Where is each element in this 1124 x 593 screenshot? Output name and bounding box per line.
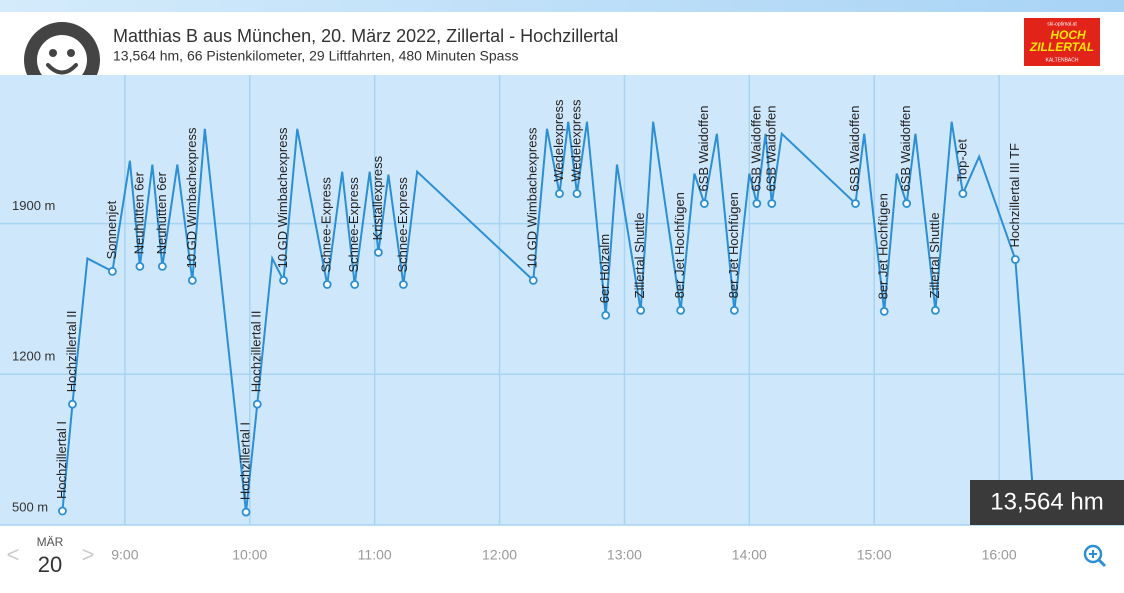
summary-box — [970, 480, 1124, 525]
y-tick-label: 500 m — [12, 499, 48, 514]
lift-marker — [398, 280, 408, 289]
lift-marker — [958, 189, 968, 199]
logo: ski-optimal.at HOCH ZILLERTAL KALTENBACH — [1024, 18, 1100, 66]
lift-label: Top-Jet — [954, 139, 969, 182]
prev-day[interactable]: < — [7, 542, 20, 567]
lift-label: 8er Jet Hochfügen — [876, 193, 891, 299]
logo-line: HOCH — [1050, 28, 1086, 42]
lift-label: 6SB Waidoffen — [847, 106, 862, 192]
lift-label: 6SB Waidoffen — [748, 106, 763, 192]
lift-marker — [58, 506, 67, 516]
logo-line: KALTENBACH — [1046, 57, 1079, 63]
lift-marker — [374, 248, 383, 257]
lift-label: Hochzillertal II — [249, 311, 264, 393]
lift-label: Wedelexpress — [551, 99, 566, 182]
lift-marker — [676, 305, 686, 315]
lift-label: Zillertal Shuttle — [632, 212, 647, 298]
lift-label: Schnee-Express — [346, 177, 361, 273]
x-tick-label: 13:00 — [607, 547, 642, 563]
title: Matthias B aus München, 20. März 2022, Z… — [113, 26, 618, 46]
lift-marker — [157, 262, 167, 271]
elevation-line — [61, 121, 1037, 523]
x-tick-label: 15:00 — [857, 547, 892, 563]
lift-marker — [187, 276, 197, 285]
lift-marker — [1010, 255, 1020, 264]
lift-label: 10 GD Wimbachexpress — [525, 127, 540, 268]
lift-marker — [68, 399, 77, 409]
date-day: 20 — [38, 552, 62, 577]
lift-label: Hochzillertal II — [64, 311, 79, 393]
summary: 13,564 hm — [990, 488, 1103, 515]
lift-marker — [601, 310, 611, 320]
lift-marker — [851, 199, 860, 208]
lift-label: Wedelexpress — [568, 99, 583, 182]
date-month: MÄR — [37, 535, 64, 549]
lift-marker — [636, 305, 646, 315]
lift-marker — [752, 199, 762, 208]
lift-label: 6er Holzalm — [597, 234, 612, 303]
y-tick-label: 1900 m — [12, 198, 55, 213]
lift-label: Kristallexpress — [370, 155, 385, 240]
lift-label: Hochzillertal III TF — [1007, 143, 1022, 248]
x-tick-label: 14:00 — [732, 547, 767, 563]
lift-marker — [902, 199, 912, 208]
x-tick-label: 12:00 — [482, 547, 517, 563]
lift-marker — [931, 305, 940, 315]
lift-marker — [279, 276, 288, 285]
lift-marker — [699, 199, 709, 208]
x-tick-label: 16:00 — [982, 547, 1017, 563]
lift-marker — [108, 266, 117, 276]
lift-label: 10 GD Wimbachexpress — [275, 127, 290, 268]
subtitle: 13,564 hm, 66 Pistenkilometer, 29 Liftfa… — [113, 48, 518, 64]
lift-marker — [729, 305, 739, 315]
lift-label: 6SB Waidoffen — [898, 106, 913, 192]
lift-marker — [252, 399, 262, 409]
x-tick-label: 9:00 — [111, 547, 138, 563]
lift-marker — [555, 189, 564, 199]
lift-label: 6SB Waidoffen — [696, 106, 711, 192]
lift-label: Hochzillertal I — [237, 422, 252, 500]
logo-line: ZILLERTAL — [1029, 40, 1094, 54]
top-strip — [0, 0, 1124, 12]
lift-label: Neuhütten 6er — [131, 171, 146, 254]
lift-marker — [350, 280, 360, 289]
next-day[interactable]: > — [82, 542, 95, 567]
logo-site: ski-optimal.at — [1047, 21, 1077, 27]
y-tick-label: 1200 m — [12, 349, 55, 364]
lift-label: 8er Jet Hochfügen — [672, 192, 687, 298]
lift-label: Neuhütten 6er — [154, 171, 169, 254]
lift-marker — [767, 199, 777, 208]
lift-label: 6SB Waidoffen — [763, 106, 778, 192]
lift-marker — [879, 307, 889, 316]
zoom-button[interactable] — [1083, 544, 1107, 568]
x-tick-label: 10:00 — [232, 547, 267, 563]
lift-marker — [135, 262, 145, 271]
lift-label: Sonnenjet — [104, 200, 119, 259]
x-tick-label: 11:00 — [358, 547, 392, 563]
lift-marker — [528, 276, 538, 285]
lift-label: Schnee-Express — [395, 177, 410, 273]
lift-label: Schnee-Express — [319, 177, 334, 273]
lift-marker — [572, 189, 582, 199]
lift-marker — [322, 280, 332, 289]
lift-marker — [241, 507, 251, 517]
lift-label: Hochzillertal I — [54, 421, 69, 499]
lift-label: 10 GD Wimbachexpress — [184, 127, 199, 268]
lift-label: 8er Jet Hochfügen — [726, 192, 741, 298]
lift-label: Zillertal Shuttle — [927, 212, 942, 298]
